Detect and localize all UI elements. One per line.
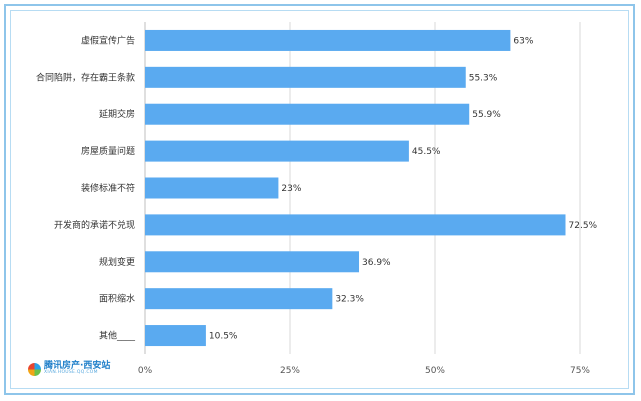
outer-frame [4,4,635,395]
bar [145,288,333,310]
category-label: 延期交房 [99,108,135,120]
value-label: 55.3% [469,73,498,83]
bar [145,66,466,88]
category-label: 开发商的承诺不兑现 [54,219,135,231]
x-tick-label: 50% [425,366,445,376]
bar [145,177,279,199]
bars [145,29,566,347]
bar [145,103,470,125]
value-label: 72.5% [569,221,598,231]
category-label: 虚假宣传广告 [81,34,135,46]
logo: 腾讯房产·西安站 XIAN.HOUSE.QQ.COM [28,360,110,378]
bar [145,325,206,347]
category-label: 装修标准不符 [81,182,135,194]
value-label: 32.3% [335,295,364,305]
category-label: 房屋质量问题 [81,145,135,157]
logo-sub-text: XIAN.HOUSE.QQ.COM [44,370,98,376]
inner-frame [10,10,629,389]
value-label: 63% [513,36,533,46]
value-labels: 63% 55.3% 55.9% 45.5% 23% 72.5% 36.9% 32.3% 10.5… [209,36,598,341]
value-label: 10.5% [209,332,238,342]
x-tick-label: 0% [138,366,153,376]
category-label: 规划变更 [99,256,135,268]
logo-main-text: 腾讯房产·西安站 [44,361,111,372]
bar [145,251,360,273]
value-label: 23% [281,184,301,194]
category-label: 其他____ [99,330,136,342]
bar [145,214,566,236]
category-label: 合同陷阱，存在霸王条款 [36,71,135,83]
x-tick-label: 75% [570,366,590,376]
value-label: 45.5% [412,147,441,157]
category-labels: 虚假宣传广告合同陷阱，存在霸王条款延期交房房屋质量问题装修标准不符开发商的承诺不… [36,34,136,341]
logo-icon [28,362,41,376]
bar [145,29,511,51]
value-label: 36.9% [362,258,391,268]
value-label: 55.9% [472,110,501,120]
x-tick-labels: 0% 25% 50% 75% [138,366,591,376]
category-label: 面积缩水 [99,293,135,305]
bar [145,140,409,162]
x-tick-label: 25% [280,366,300,376]
